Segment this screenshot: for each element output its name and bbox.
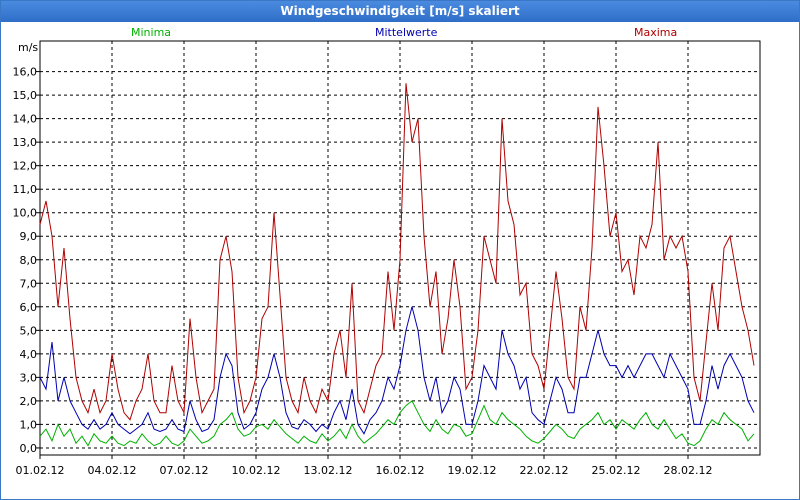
x-tick-label: 25.02.12 <box>592 464 641 477</box>
y-axis-unit: m/s <box>18 41 39 54</box>
y-tick-label: 10,0 <box>13 207 38 220</box>
x-tick-label: 22.02.12 <box>520 464 569 477</box>
x-tick-label: 19.02.12 <box>448 464 497 477</box>
series-line-mittelwerte <box>39 306 755 435</box>
y-tick-label: 11,0 <box>13 183 38 196</box>
y-tick-label: 3,0 <box>20 371 38 384</box>
y-tick-label: 12,0 <box>13 160 38 173</box>
y-tick-label: 7,0 <box>20 277 38 290</box>
x-tick-label: 16.02.12 <box>376 464 425 477</box>
x-tick-label: 04.02.12 <box>88 464 137 477</box>
y-tick-label: 13,0 <box>13 136 38 149</box>
legend-minima: Minima <box>131 26 172 39</box>
y-tick-label: 6,0 <box>20 301 38 314</box>
y-tick-label: 14,0 <box>13 113 38 126</box>
x-tick-label: 10.02.12 <box>232 464 281 477</box>
series-line-minima <box>39 400 755 447</box>
series-line-maxima <box>39 83 755 421</box>
y-tick-label: 16,0 <box>13 66 38 79</box>
x-tick-label: 13.02.12 <box>304 464 353 477</box>
x-tick-label: 28.02.12 <box>664 464 713 477</box>
x-tick-label: 01.02.12 <box>16 464 65 477</box>
y-tick-label: 0,0 <box>20 442 38 455</box>
y-tick-label: 5,0 <box>20 324 38 337</box>
chart-title: Windgeschwindigkeit [m/s] skaliert <box>1 1 799 22</box>
legend-mittelwerte: Mittelwerte <box>375 26 438 39</box>
y-tick-label: 15,0 <box>13 89 38 102</box>
x-tick-label: 07.02.12 <box>160 464 209 477</box>
legend-maxima: Maxima <box>634 26 678 39</box>
y-tick-label: 1,0 <box>20 418 38 431</box>
y-tick-label: 2,0 <box>20 395 38 408</box>
y-tick-label: 9,0 <box>20 230 38 243</box>
y-tick-label: 8,0 <box>20 254 38 267</box>
y-tick-label: 4,0 <box>20 348 38 361</box>
